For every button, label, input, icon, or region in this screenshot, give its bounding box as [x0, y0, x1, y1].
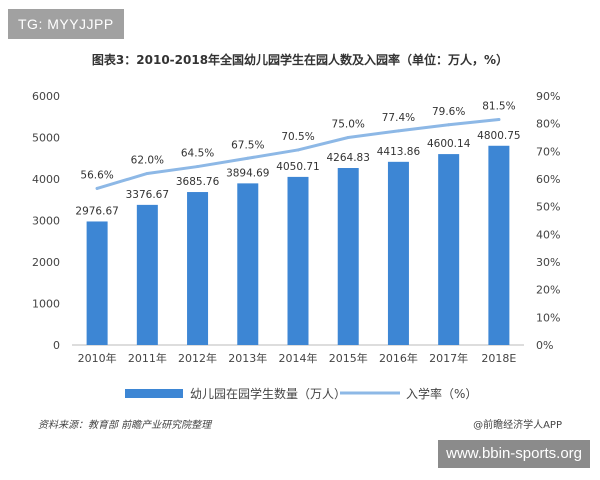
- bar: [387, 161, 409, 345]
- line-value-label: 62.0%: [131, 154, 164, 166]
- bar: [187, 192, 209, 345]
- y-left-tick-label: 0: [53, 339, 60, 352]
- bar-value-label: 4264.83: [327, 152, 370, 164]
- chart-title: 图表3：2010-2018年全国幼儿园学生在园人数及入园率（单位：万人，%）: [92, 52, 508, 67]
- line-value-label: 81.5%: [482, 101, 515, 113]
- x-tick-label: 2018E: [481, 352, 516, 365]
- bar: [86, 221, 108, 345]
- y-right-tick-label: 80%: [536, 118, 560, 131]
- line-point: [396, 129, 400, 133]
- x-tick-label: 2015年: [329, 351, 368, 365]
- y-left-tick-label: 6000: [32, 90, 60, 103]
- credit-note: @前瞻经济学人APP: [473, 418, 562, 431]
- line-value-label: 79.6%: [432, 106, 465, 118]
- y-right-tick-label: 30%: [536, 256, 560, 269]
- bar-value-label: 4413.86: [377, 146, 421, 158]
- bar-value-label: 3685.76: [176, 176, 220, 188]
- y-right-tick-label: 90%: [536, 90, 560, 103]
- bar: [438, 154, 460, 345]
- bar: [237, 183, 259, 345]
- bar: [136, 204, 158, 345]
- line-value-label: 67.5%: [231, 139, 264, 151]
- x-tick-label: 2017年: [429, 351, 468, 365]
- y-right-tick-label: 40%: [536, 228, 560, 241]
- y-left-tick-label: 5000: [32, 132, 60, 145]
- y-right-tick-label: 70%: [536, 145, 560, 158]
- line-point: [497, 118, 501, 122]
- bar-value-label: 3376.67: [126, 189, 169, 201]
- line-value-label: 56.6%: [80, 169, 113, 181]
- bar: [287, 176, 309, 345]
- line-point: [346, 136, 350, 139]
- bar-value-label: 3894.69: [226, 167, 269, 179]
- legend-line-label: 入学率（%）: [406, 386, 477, 401]
- bar-value-label: 4800.75: [477, 130, 520, 142]
- x-tick-label: 2012年: [178, 351, 217, 365]
- line-point: [145, 171, 149, 175]
- y-right-tick-label: 10%: [536, 311, 560, 324]
- bar: [337, 168, 359, 345]
- legend-bar-label: 幼儿园在园学生数量（万人）: [190, 386, 346, 401]
- y-left-tick-label: 1000: [32, 298, 60, 311]
- y-left-tick-label: 3000: [32, 215, 60, 228]
- bar-value-label: 4050.71: [276, 161, 319, 173]
- legend-bar-swatch: [125, 389, 183, 398]
- line-value-label: 70.5%: [281, 131, 314, 143]
- source-note: 资料来源：教育部 前瞻产业研究院整理: [38, 419, 213, 431]
- y-right-tick-label: 0%: [536, 339, 553, 352]
- y-right-tick-label: 20%: [536, 284, 560, 297]
- x-tick-label: 2016年: [379, 351, 418, 365]
- watermark-tg: TG: MYYJJPP: [8, 9, 124, 39]
- line-value-label: 64.5%: [181, 148, 214, 160]
- bar: [488, 145, 510, 345]
- y-left-tick-label: 4000: [32, 173, 60, 186]
- watermark-site: www.bbin-sports.org: [438, 440, 590, 468]
- y-left-tick-label: 2000: [32, 256, 60, 269]
- bar-value-label: 2976.67: [75, 205, 118, 217]
- x-tick-label: 2011年: [128, 351, 167, 365]
- line-point: [95, 186, 99, 190]
- x-tick-label: 2010年: [78, 351, 117, 365]
- line-value-label: 75.0%: [332, 119, 365, 131]
- y-right-tick-label: 60%: [536, 173, 560, 186]
- line-point: [196, 165, 200, 169]
- line-point: [447, 123, 451, 127]
- line-value-label: 77.4%: [382, 112, 415, 124]
- x-tick-label: 2013年: [228, 351, 267, 365]
- line-point: [296, 148, 300, 152]
- plot-area: 0 1000 2000 3000 4000 5000 6000 0% 10% 20% 30% 40% 5…: [32, 90, 560, 365]
- bar-value-label: 4600.14: [427, 138, 471, 150]
- legend: 幼儿园在园学生数量（万人） 入学率（%）: [125, 386, 477, 401]
- y-right-tick-label: 50%: [536, 201, 560, 214]
- line-point: [246, 156, 250, 160]
- x-tick-label: 2014年: [279, 351, 318, 365]
